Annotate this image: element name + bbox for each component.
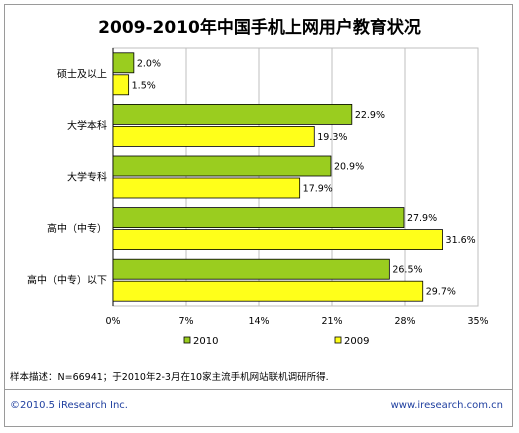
data-label-2009-5: 29.7% bbox=[426, 287, 456, 298]
data-label-2009-1: 1.5% bbox=[132, 80, 156, 91]
data-label-2010-5: 26.5% bbox=[392, 265, 422, 276]
bar-2009-1 bbox=[112, 74, 130, 96]
category-label-5: 高中（中专）以下 bbox=[27, 274, 107, 287]
sample-note: 样本描述：N=66941；于2010年2-3月在10家主流手机网站联机调研所得. bbox=[10, 372, 329, 383]
bar-2009-2 bbox=[112, 126, 315, 147]
category-label-1: 硕士及以上 bbox=[57, 67, 107, 80]
x-tick-label: 35% bbox=[467, 316, 488, 327]
bar-2009-3 bbox=[112, 177, 301, 199]
bar-2009-5 bbox=[112, 280, 424, 302]
category-label-3: 大学专科 bbox=[67, 171, 107, 184]
data-label-2010-1: 2.0% bbox=[137, 58, 161, 69]
bar-2010-2 bbox=[112, 104, 353, 125]
legend-swatch-2009 bbox=[334, 336, 342, 344]
website-link[interactable]: www.iresearch.com.cn bbox=[390, 400, 503, 411]
chart-title: 2009-2010年中国手机上网用户教育状况 bbox=[98, 18, 421, 38]
footer-divider bbox=[5, 389, 512, 390]
data-label-2009-4: 31.6% bbox=[446, 235, 476, 246]
bar-2010-1 bbox=[112, 52, 135, 74]
data-label-2009-2: 19.3% bbox=[317, 132, 347, 143]
bar-2010-3 bbox=[112, 155, 332, 177]
x-tick-label: 28% bbox=[394, 316, 415, 327]
x-tick-label: 0% bbox=[105, 316, 120, 327]
bar-2010-4 bbox=[112, 207, 405, 229]
legend-swatch-2010 bbox=[183, 336, 191, 344]
data-label-2010-3: 20.9% bbox=[334, 162, 364, 173]
x-tick-label: 21% bbox=[321, 316, 342, 327]
x-tick-label: 14% bbox=[248, 316, 269, 327]
bar-2010-5 bbox=[112, 258, 390, 280]
legend-label-2010: 2010 bbox=[193, 336, 218, 347]
category-label-4: 高中（中专） bbox=[47, 222, 107, 235]
x-tick-label: 7% bbox=[178, 316, 193, 327]
legend-label-2009: 2009 bbox=[344, 336, 369, 347]
category-label-2: 大学本科 bbox=[67, 119, 107, 132]
data-label-2009-3: 17.9% bbox=[303, 184, 333, 195]
copyright-text: ©2010.5 iResearch Inc. bbox=[10, 400, 128, 411]
bar-2009-4 bbox=[112, 229, 443, 251]
data-label-2010-2: 22.9% bbox=[355, 110, 385, 121]
data-label-2010-4: 27.9% bbox=[407, 213, 437, 224]
